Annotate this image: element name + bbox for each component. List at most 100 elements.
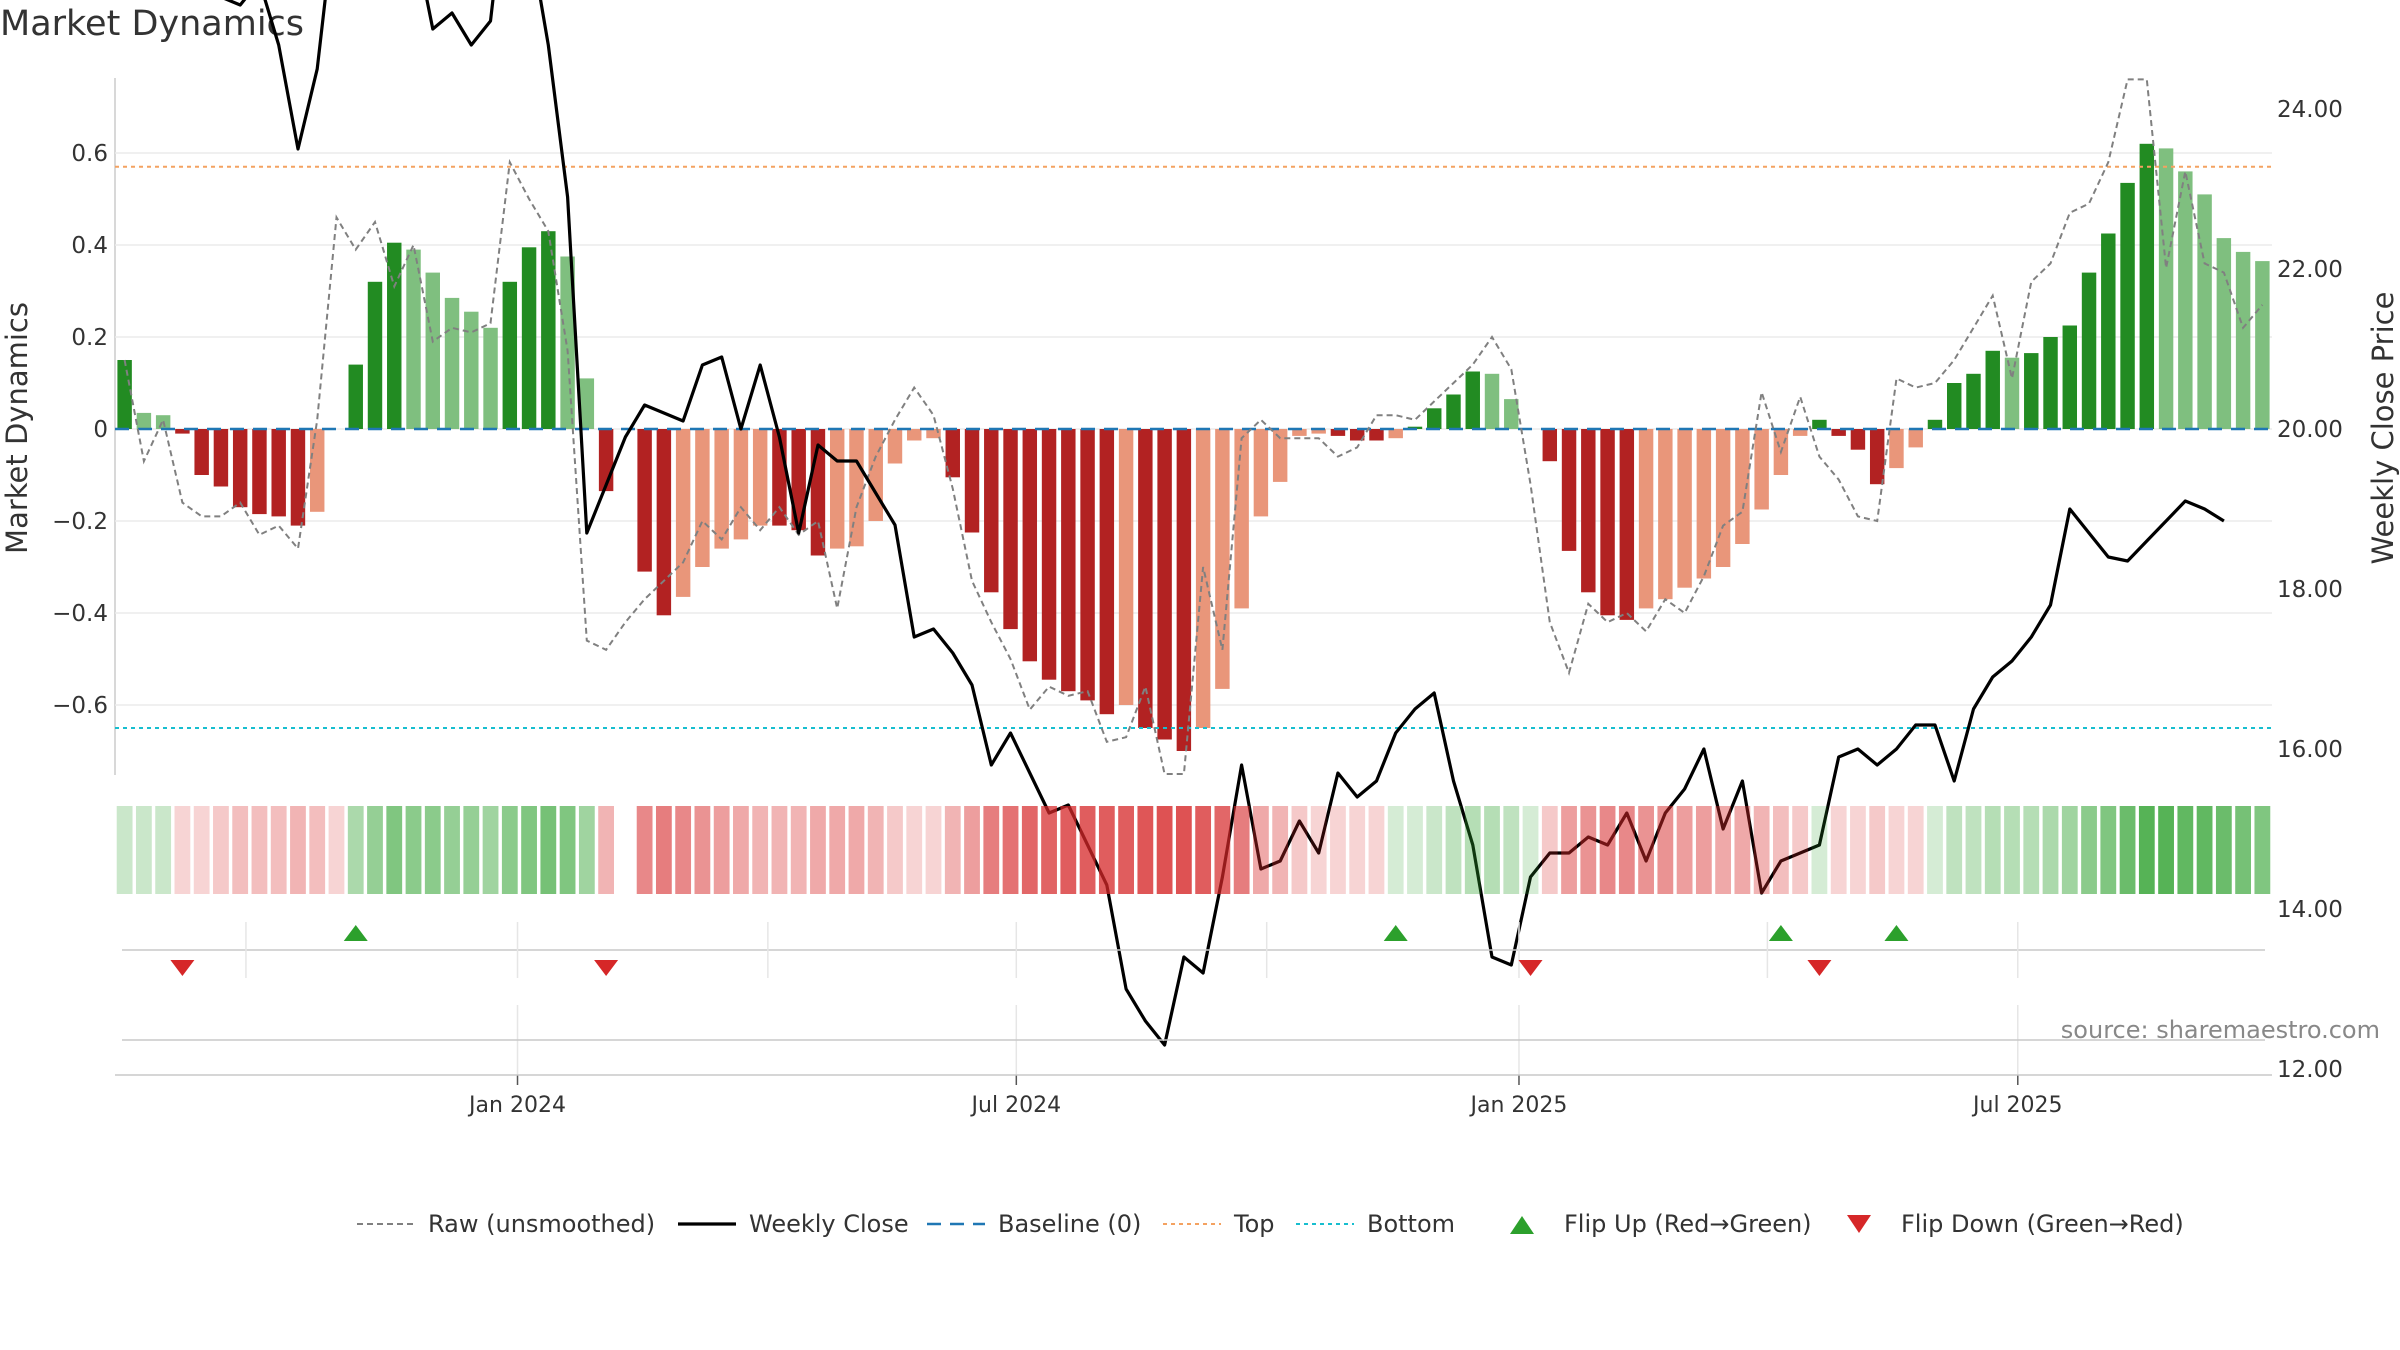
oscillator-bar	[964, 429, 980, 533]
oscillator-bar	[1234, 429, 1249, 609]
legend-label: Baseline (0)	[998, 1210, 1141, 1238]
oscillator-bar	[309, 429, 325, 512]
state-strip-cell	[232, 806, 249, 894]
right-tick-label: 14.00	[2277, 897, 2343, 923]
oscillator-bar	[926, 429, 941, 439]
state-strip-cell	[174, 806, 191, 894]
oscillator-bar	[907, 429, 922, 441]
legend-item: Weekly Close	[678, 1210, 909, 1238]
oscillator-bar	[1581, 429, 1596, 593]
state-strip-cell	[2215, 806, 2232, 894]
state-strip-cell	[1484, 806, 1500, 894]
state-strip-cell	[1214, 806, 1231, 894]
state-strip-cell	[540, 806, 557, 894]
state-strip-cell	[2081, 806, 2097, 894]
legend-label: Weekly Close	[749, 1210, 909, 1238]
state-strip-cell	[1233, 806, 1250, 894]
state-strip-cell	[1965, 806, 1982, 894]
oscillator-bar	[1080, 429, 1095, 701]
source-note: source: sharemaestro.com	[2061, 1016, 2380, 1044]
state-strip-cell	[1060, 806, 1077, 894]
oscillator-bar	[2235, 251, 2251, 429]
state-strip-cell	[1503, 806, 1520, 894]
state-strip-cell	[1773, 806, 1789, 894]
oscillator-bar	[1330, 429, 1346, 436]
state-strip-cell	[1522, 806, 1539, 894]
oscillator-bar	[348, 364, 363, 429]
right-tick-label: 18.00	[2277, 577, 2343, 603]
state-strip-cell	[116, 806, 133, 894]
state-strip-cell	[1888, 806, 1905, 894]
state-strip-cell	[1330, 806, 1346, 894]
state-strip-cell	[521, 806, 537, 894]
oscillator-bar	[2120, 182, 2135, 429]
state-strip-cell	[1041, 806, 1057, 894]
state-strip-cell	[1291, 806, 1308, 894]
oscillator-bar	[232, 429, 248, 508]
oscillator-bar	[194, 429, 209, 475]
oscillator-bar	[2197, 194, 2212, 429]
oscillator-bar	[1966, 373, 1981, 429]
state-strip-cell	[1541, 806, 1558, 894]
legend-item: Bottom	[1296, 1210, 1455, 1238]
oscillator-bar	[541, 231, 556, 429]
oscillator-bar	[2139, 143, 2155, 430]
state-strip-cell	[290, 806, 306, 894]
time-tick-label: Jan 2024	[467, 1093, 566, 1118]
state-strip-cell	[925, 806, 942, 894]
oscillator-bar	[1292, 429, 1307, 436]
legend-item: Flip Up (Red→Green)	[1510, 1210, 1812, 1238]
state-strip-cell	[1407, 806, 1423, 894]
right-tick-label: 22.00	[2277, 257, 2343, 283]
state-strip-cell	[790, 806, 807, 894]
state-strip-cell	[1927, 806, 1943, 894]
state-strip-cell	[1253, 806, 1269, 894]
flip-up-marker	[1884, 925, 1909, 941]
state-strip-cell	[578, 806, 595, 894]
oscillator-bar	[425, 272, 440, 429]
state-strip-cell	[2235, 806, 2252, 894]
oscillator-bar	[2216, 238, 2232, 429]
flip-up-marker	[1383, 925, 1408, 941]
oscillator-bar	[1427, 408, 1442, 429]
left-tick-label: 0	[93, 417, 108, 443]
state-strip-cell	[424, 806, 441, 894]
left-tick-label: 0.2	[71, 325, 108, 351]
oscillator-bar	[675, 429, 691, 597]
oscillator-bar	[213, 429, 229, 487]
right-tick-label: 24.00	[2277, 97, 2343, 123]
state-strip-cell	[1907, 806, 1924, 894]
oscillator-bar	[1754, 429, 1769, 510]
oscillator-bar	[945, 429, 960, 478]
oscillator-bar	[136, 412, 152, 429]
flip-up-marker	[1768, 925, 1793, 941]
state-strip-cell	[2061, 806, 2078, 894]
state-strip-cell	[213, 806, 229, 894]
right-tick-label: 12.00	[2277, 1057, 2343, 1083]
oscillator-bar	[483, 327, 498, 429]
state-strip-cell	[559, 806, 576, 894]
state-strip-cell	[1272, 806, 1289, 894]
oscillator-bar	[1908, 429, 1923, 448]
state-strip-cell	[655, 806, 672, 894]
oscillator-bar	[984, 429, 999, 593]
oscillator-bar	[2062, 325, 2078, 429]
state-strip-cell	[1638, 806, 1654, 894]
state-strip-cell	[1792, 806, 1809, 894]
state-strip-cell	[810, 806, 826, 894]
oscillator-bar	[849, 429, 864, 547]
legend-item: Flip Down (Green→Red)	[1847, 1210, 2184, 1238]
state-strip-cell	[328, 806, 345, 894]
oscillator-bar	[1985, 350, 2000, 429]
state-strip-cell	[1195, 806, 1212, 894]
flip-down-marker	[594, 960, 619, 976]
state-strip-cell	[251, 806, 268, 894]
main-panel: 0.60.40.20−0.2−0.4−0.628.0026.0024.0022.…	[0, 0, 2400, 1083]
right-tick-label: 20.00	[2277, 417, 2343, 443]
oscillator-bar	[367, 281, 383, 429]
legend: Raw (unsmoothed) Weekly Close Baseline (0)…	[357, 1210, 2184, 1238]
oscillator-bar	[829, 429, 845, 549]
oscillator-bar	[791, 429, 806, 531]
oscillator-bar	[1504, 399, 1519, 429]
